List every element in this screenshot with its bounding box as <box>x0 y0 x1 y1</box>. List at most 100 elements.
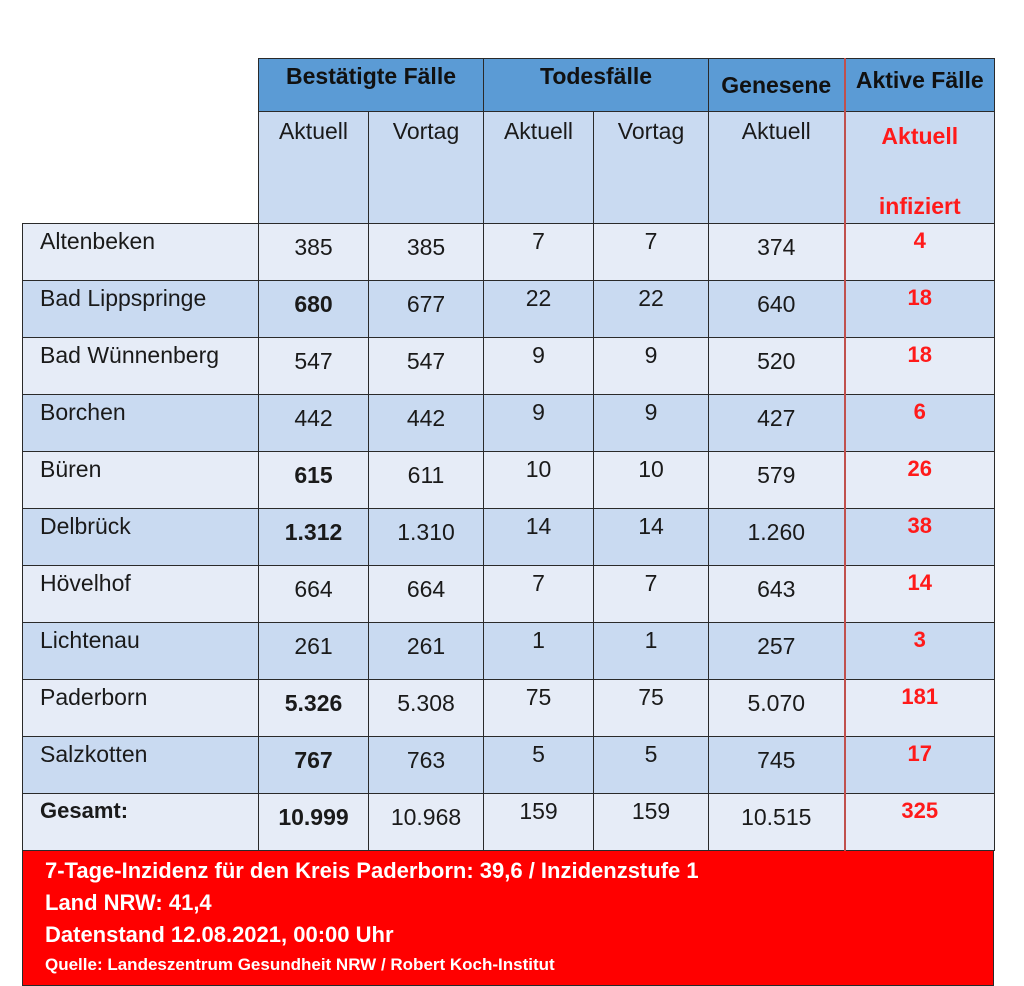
total-row: Gesamt: 10.999 10.968 159 159 10.515 325 <box>22 793 996 851</box>
state-incidence-line: Land NRW: 41,4 <box>45 890 212 915</box>
source-line: Quelle: Landeszentrum Gesundheit NRW / R… <box>45 955 555 974</box>
confirmed-current-cell: 547 <box>258 337 369 395</box>
data-date-line: Datenstand 12.08.2021, 00:00 Uhr <box>45 922 394 947</box>
sub-header-deaths-prev: Vortag <box>592 111 710 224</box>
name-cell: Gesamt: <box>22 793 259 851</box>
confirmed-current-cell: 615 <box>258 451 369 509</box>
confirmed-prev-cell: 664 <box>368 565 484 623</box>
group-header-recovered: Genesene <box>708 58 846 112</box>
deaths-prev-cell: 7 <box>592 223 710 281</box>
name-cell: Delbrück <box>22 508 259 566</box>
confirmed-prev-cell: 611 <box>368 451 484 509</box>
name-cell: Bad Lippspringe <box>22 280 259 338</box>
group-header-row: Bestätigte Fälle Todesfälle Genesene Akt… <box>22 58 996 224</box>
confirmed-current-cell: 1.312 <box>258 508 369 566</box>
incidence-line: 7-Tage-Inzidenz für den Kreis Paderborn:… <box>45 858 699 883</box>
active-cases-cell: 3 <box>843 622 996 680</box>
deaths-current-cell: 9 <box>483 337 594 395</box>
sub-header-active-line2: infiziert <box>878 193 961 219</box>
table-row: Bad Lippspringe 680 677 22 22 640 18 <box>22 280 996 338</box>
deaths-current-cell: 14 <box>483 508 594 566</box>
sub-header-confirmed-prev: Vortag <box>368 111 484 224</box>
deaths-prev-cell: 9 <box>592 394 710 452</box>
group-header-active: Aktive Fälle <box>843 58 996 112</box>
group-header-confirmed: Bestätigte Fälle <box>258 58 484 112</box>
deaths-prev-cell: 14 <box>592 508 710 566</box>
confirmed-current-cell: 5.326 <box>258 679 369 737</box>
name-cell: Salzkotten <box>22 736 259 794</box>
deaths-current-cell: 7 <box>483 223 594 281</box>
sub-header-confirmed-current: Aktuell <box>258 111 369 224</box>
name-cell: Büren <box>22 451 259 509</box>
name-cell: Altenbeken <box>22 223 259 281</box>
active-cases-cell: 6 <box>843 394 996 452</box>
confirmed-current-cell: 664 <box>258 565 369 623</box>
active-cases-cell: 17 <box>843 736 996 794</box>
table-row: Hövelhof 664 664 7 7 643 14 <box>22 565 996 623</box>
sub-header-deaths-current: Aktuell <box>483 111 594 224</box>
confirmed-prev-cell: 677 <box>368 280 484 338</box>
confirmed-prev-cell: 261 <box>368 622 484 680</box>
confirmed-prev-cell: 547 <box>368 337 484 395</box>
recovered-current-cell: 520 <box>708 337 846 395</box>
active-cases-cell: 325 <box>843 793 996 851</box>
deaths-prev-cell: 5 <box>592 736 710 794</box>
name-cell: Hövelhof <box>22 565 259 623</box>
table-row: Borchen 442 442 9 9 427 6 <box>22 394 996 452</box>
corner-blank <box>22 58 259 224</box>
confirmed-current-cell: 261 <box>258 622 369 680</box>
recovered-current-cell: 643 <box>708 565 846 623</box>
active-cases-cell: 26 <box>843 451 996 509</box>
sub-header-row: Aktuell Vortag Aktuell Vortag Aktuell Ak… <box>23 111 996 224</box>
incidence-info-box: 7-Tage-Inzidenz für den Kreis Paderborn:… <box>22 851 994 986</box>
confirmed-current-cell: 385 <box>258 223 369 281</box>
table-row: Büren 615 611 10 10 579 26 <box>22 451 996 509</box>
recovered-current-cell: 10.515 <box>708 793 846 851</box>
recovered-current-cell: 427 <box>708 394 846 452</box>
deaths-current-cell: 1 <box>483 622 594 680</box>
recovered-current-cell: 579 <box>708 451 846 509</box>
deaths-current-cell: 22 <box>483 280 594 338</box>
confirmed-current-cell: 442 <box>258 394 369 452</box>
name-cell: Bad Wünnenberg <box>22 337 259 395</box>
group-header-deaths: Todesfälle <box>482 58 710 112</box>
deaths-prev-cell: 1 <box>592 622 710 680</box>
confirmed-prev-cell: 763 <box>368 736 484 794</box>
deaths-current-cell: 159 <box>483 793 594 851</box>
recovered-current-cell: 640 <box>708 280 846 338</box>
deaths-prev-cell: 7 <box>592 565 710 623</box>
name-cell: Lichtenau <box>22 622 259 680</box>
confirmed-current-cell: 767 <box>258 736 369 794</box>
recovered-current-cell: 374 <box>708 223 846 281</box>
active-cases-cell: 181 <box>843 679 996 737</box>
deaths-prev-cell: 10 <box>592 451 710 509</box>
table-row: Delbrück 1.312 1.310 14 14 1.260 38 <box>22 508 996 566</box>
deaths-current-cell: 7 <box>483 565 594 623</box>
name-cell: Paderborn <box>22 679 259 737</box>
confirmed-prev-cell: 385 <box>368 223 484 281</box>
deaths-current-cell: 5 <box>483 736 594 794</box>
table-row: Bad Wünnenberg 547 547 9 9 520 18 <box>22 337 996 395</box>
confirmed-prev-cell: 10.968 <box>368 793 484 851</box>
active-cases-cell: 18 <box>843 337 996 395</box>
sub-header-recovered-current: Aktuell <box>708 111 846 224</box>
deaths-current-cell: 75 <box>483 679 594 737</box>
deaths-current-cell: 9 <box>483 394 594 452</box>
recovered-current-cell: 745 <box>708 736 846 794</box>
covid-case-report: Bestätigte Fälle Todesfälle Genesene Akt… <box>22 58 996 986</box>
sub-header-active-line1: Aktuell <box>881 123 959 149</box>
active-cases-cell: 4 <box>843 223 996 281</box>
table-row: Paderborn 5.326 5.308 75 75 5.070 181 <box>22 679 996 737</box>
recovered-current-cell: 5.070 <box>708 679 846 737</box>
sub-header-active: Aktuell infiziert <box>843 111 996 224</box>
confirmed-prev-cell: 1.310 <box>368 508 484 566</box>
deaths-prev-cell: 75 <box>592 679 710 737</box>
confirmed-prev-cell: 442 <box>368 394 484 452</box>
confirmed-current-cell: 10.999 <box>258 793 369 851</box>
recovered-current-cell: 1.260 <box>708 508 846 566</box>
table-row: Lichtenau 261 261 1 1 257 3 <box>22 622 996 680</box>
deaths-prev-cell: 22 <box>592 280 710 338</box>
deaths-current-cell: 10 <box>483 451 594 509</box>
deaths-prev-cell: 9 <box>592 337 710 395</box>
table-row: Altenbeken 385 385 7 7 374 4 <box>22 223 996 281</box>
